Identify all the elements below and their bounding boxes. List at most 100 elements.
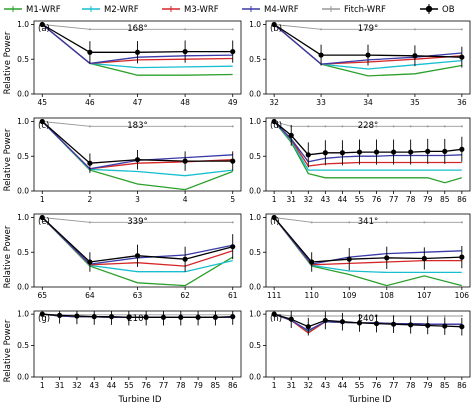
series-point (384, 255, 390, 261)
x-tick-label: 76 (372, 381, 382, 390)
x-tick-label: 77 (159, 381, 169, 390)
series-point (348, 221, 351, 224)
series-point (392, 125, 395, 128)
x-tick-label: 34 (363, 98, 373, 107)
series-point (136, 125, 139, 128)
x-tick-label: 5 (230, 195, 235, 204)
series-point (460, 125, 463, 128)
x-tick-label: 79 (423, 195, 433, 204)
series-point (341, 125, 344, 128)
series-point (322, 150, 328, 156)
series-point (39, 21, 45, 28)
x-tick-label: 85 (211, 381, 221, 390)
series-point (56, 312, 63, 318)
series-line (273, 121, 462, 184)
x-tick-label: 65 (38, 291, 48, 300)
series-point (184, 221, 187, 224)
series-line (273, 120, 462, 156)
y-tick-label: 0.5 (249, 341, 261, 350)
series-point (365, 52, 371, 58)
series-point (425, 322, 431, 329)
series-line (273, 121, 462, 167)
series-point (39, 311, 45, 317)
series-point (88, 28, 91, 31)
legend-label: M4-WRF (264, 5, 299, 15)
x-tick-label: 36 (457, 98, 467, 107)
series-point (322, 317, 328, 324)
series-point (442, 323, 448, 329)
x-tick-label: 61 (228, 291, 238, 300)
x-tick-label: 55 (124, 381, 134, 390)
series-point (271, 214, 277, 221)
series-point (288, 132, 294, 138)
y-tick-label: 0.0 (249, 283, 261, 292)
series-line (42, 313, 233, 318)
series-point (373, 149, 380, 155)
wind-direction-label: 183° (127, 121, 147, 131)
series-line (274, 121, 462, 127)
x-tick-label: 32 (72, 381, 82, 390)
legend-entry-m3-wrf: M3-WRF (162, 5, 219, 15)
y-tick-label: 1.0 (17, 117, 29, 126)
x-tick-label: 32 (269, 98, 279, 107)
series-point (426, 125, 429, 128)
series-ob (271, 118, 465, 168)
x-tick-label: 3 (135, 195, 140, 204)
wind-direction-label: 341° (358, 217, 378, 227)
legend-entry-fitch-wrf: Fitch-WRF (322, 5, 386, 15)
series-ob (39, 214, 236, 272)
series-point (87, 259, 93, 265)
y-tick-label: 0.0 (249, 373, 261, 382)
x-tick-label: 32 (304, 195, 314, 204)
series-point (423, 221, 426, 224)
panel-g: 0.0 0.5 1.0 1 31 32 43 44 55 76 77 78 79 85 86 (g) 210° (17, 310, 242, 390)
series-point (459, 324, 465, 330)
series-point (346, 256, 352, 262)
x-tick-label: 31 (55, 381, 65, 390)
series-point (182, 158, 188, 164)
y-tick-label: 1.0 (17, 213, 29, 222)
x-tick-label: 109 (342, 291, 357, 300)
series-point (413, 28, 416, 31)
series-m4-wrf (273, 121, 462, 163)
x-tick-label: 85 (440, 381, 450, 390)
series-m2-wrf (273, 121, 462, 171)
series-point (305, 324, 311, 330)
series-line (42, 313, 233, 316)
series-point (443, 315, 446, 318)
y-axis-title-row-2: Relative Power (3, 128, 13, 191)
series-point (459, 54, 465, 60)
series-point (160, 314, 167, 320)
series-point (230, 158, 236, 164)
x-tick-label: 4 (183, 195, 188, 204)
series-point (324, 125, 327, 128)
y-tick-label: 0.5 (17, 55, 29, 64)
series-point (271, 21, 277, 28)
panel-label: (d) (270, 121, 282, 131)
series-point (339, 150, 346, 156)
x-axis-title-left: Turbine ID (118, 395, 162, 405)
panels: 0.00.51.045 46 47 48 49(a) 168°0.00.51.032 33 3… (17, 20, 471, 390)
x-tick-label: 78 (406, 195, 416, 204)
series-point (409, 125, 412, 128)
wind-direction-label: 228° (358, 121, 378, 131)
x-tick-label: 77 (389, 381, 399, 390)
x-tick-label: 43 (321, 381, 331, 390)
x-tick-label: 78 (406, 381, 416, 390)
legend-label: M2-WRF (104, 5, 139, 15)
panel-frame (33, 310, 242, 378)
series-point (408, 322, 414, 328)
y-tick-label: 1.0 (17, 310, 29, 319)
series-point (307, 315, 310, 318)
y-tick-label: 0.0 (249, 187, 261, 196)
y-tick-label: 0.5 (249, 248, 261, 257)
series-point (443, 125, 446, 128)
x-tick-label: 1 (40, 381, 45, 390)
panel-label: (b) (270, 24, 282, 34)
y-tick-label: 0.0 (17, 373, 29, 382)
x-tick-label: 108 (380, 291, 395, 300)
x-tick-label: 63 (133, 291, 143, 300)
x-tick-label: 64 (85, 291, 95, 300)
series-point (375, 125, 378, 128)
series-point (230, 48, 236, 55)
